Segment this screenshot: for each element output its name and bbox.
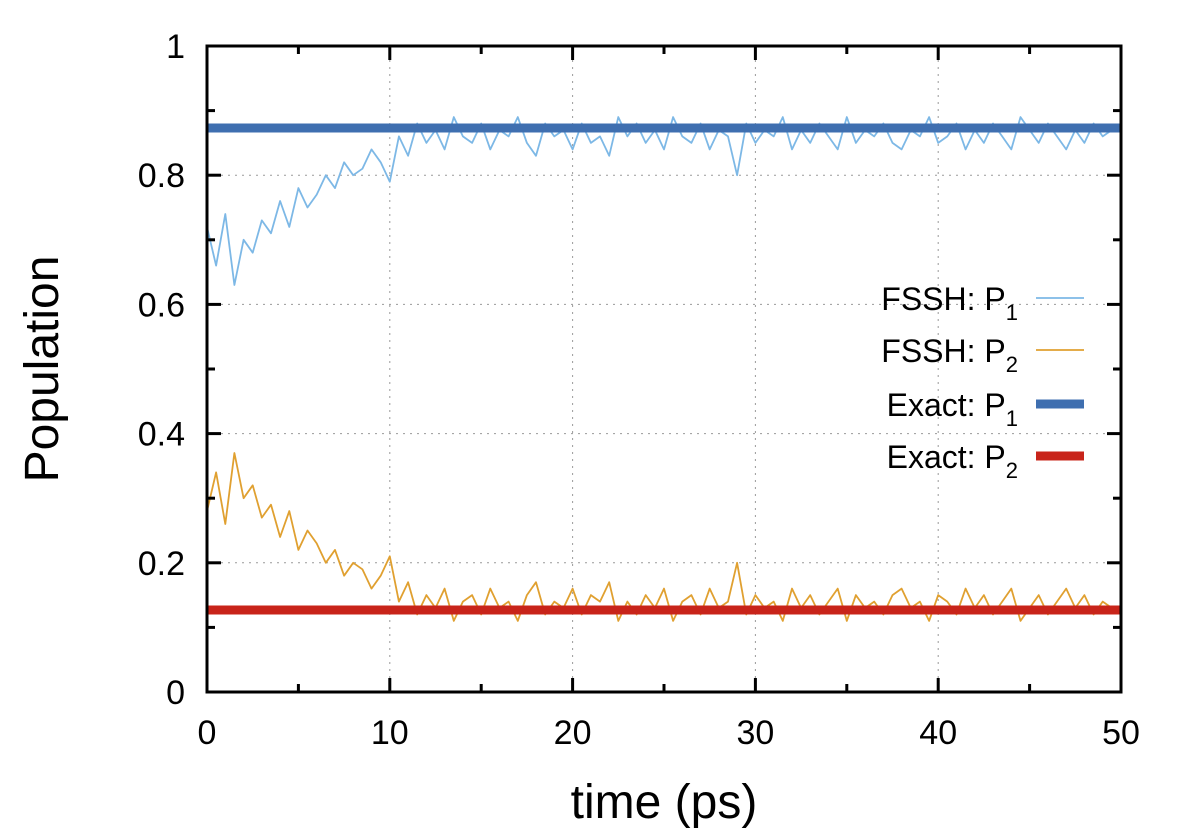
y-tick-label: 0 <box>166 674 185 712</box>
y-tick-label: 0.6 <box>138 286 185 324</box>
x-tick-label: 50 <box>1102 714 1140 752</box>
legend-label-1: FSSH: P1 <box>881 281 1018 325</box>
y-tick-label: 1 <box>166 28 185 66</box>
x-tick-label: 20 <box>554 714 592 752</box>
x-tick-label: 30 <box>736 714 774 752</box>
x-tick-label: 10 <box>371 714 409 752</box>
series-layer <box>207 116 1121 622</box>
x-axis-title: time (ps) <box>571 776 758 829</box>
legend: FSSH: P1 FSSH: P2 Exact: P1 Exact: P2 <box>881 281 1084 483</box>
legend-label-3: Exact: P1 <box>887 387 1018 431</box>
y-tick-label: 0.2 <box>138 545 185 583</box>
grid-lines <box>207 46 1121 692</box>
x-tick-label: 0 <box>198 714 217 752</box>
y-tick-label: 0.4 <box>138 416 185 454</box>
y-tick-label: 0.8 <box>138 157 185 195</box>
y-axis-title: Population <box>16 256 69 483</box>
legend-label-4: Exact: P2 <box>887 439 1018 483</box>
series-line-2 <box>207 452 1121 622</box>
axis-ticks <box>205 44 1123 694</box>
x-tick-label: 40 <box>919 714 957 752</box>
series-line-1 <box>207 116 1121 286</box>
legend-label-2: FSSH: P2 <box>881 333 1018 377</box>
tick-labels: 0 10 20 30 40 50 0 0.2 0.4 0.6 0.8 1 <box>138 28 1140 752</box>
